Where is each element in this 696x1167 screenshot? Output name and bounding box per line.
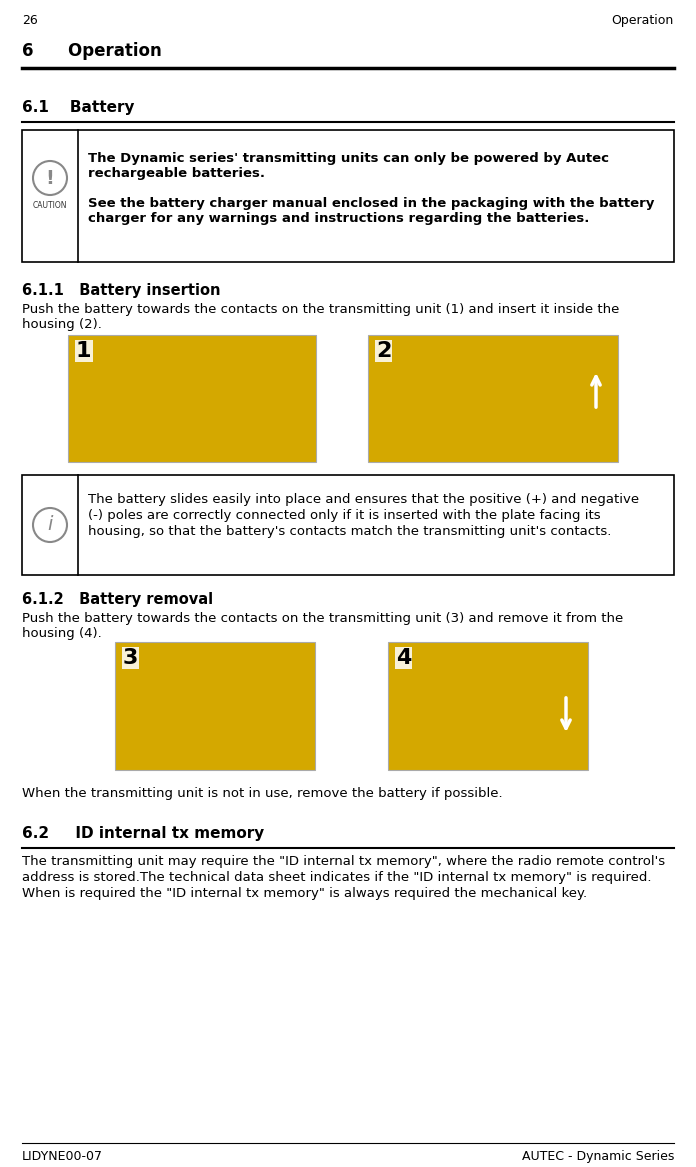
Text: See the battery charger manual enclosed in the packaging with the battery: See the battery charger manual enclosed …	[88, 197, 654, 210]
Text: Push the battery towards the contacts on the transmitting unit (3) and remove it: Push the battery towards the contacts on…	[22, 612, 623, 626]
Text: 6.1.1   Battery insertion: 6.1.1 Battery insertion	[22, 284, 221, 298]
Text: Push the battery towards the contacts on the transmitting unit (1) and insert it: Push the battery towards the contacts on…	[22, 303, 619, 316]
Text: 2: 2	[376, 341, 391, 361]
Text: 26: 26	[22, 14, 38, 27]
Bar	[22, 130, 674, 263]
Text: 4: 4	[396, 648, 411, 668]
Text: 1: 1	[76, 341, 91, 361]
Text: (-) poles are correctly connected only if it is inserted with the plate facing i: (-) poles are correctly connected only i…	[88, 509, 601, 522]
Text: housing (4).: housing (4).	[22, 627, 102, 640]
Bar	[368, 335, 618, 462]
Text: 6.1    Battery: 6.1 Battery	[22, 100, 134, 116]
Bar	[388, 642, 588, 770]
Text: 6.1.2   Battery removal: 6.1.2 Battery removal	[22, 592, 213, 607]
Text: When is required the "ID internal tx memory" is always required the mechanical k: When is required the "ID internal tx mem…	[22, 887, 587, 900]
Text: LIDYNE00-07: LIDYNE00-07	[22, 1149, 103, 1163]
Bar	[22, 475, 674, 575]
Text: address is stored.The technical data sheet indicates if the "ID internal tx memo: address is stored.The technical data she…	[22, 871, 651, 883]
Text: The Dynamic series' transmitting units can only be powered by Autec: The Dynamic series' transmitting units c…	[88, 152, 609, 165]
Text: The transmitting unit may require the "ID internal tx memory", where the radio r: The transmitting unit may require the "I…	[22, 855, 665, 868]
Text: housing, so that the battery's contacts match the transmitting unit's contacts.: housing, so that the battery's contacts …	[88, 525, 611, 538]
Text: 3: 3	[123, 648, 139, 668]
Text: The battery slides easily into place and ensures that the positive (+) and negat: The battery slides easily into place and…	[88, 492, 639, 506]
Text: housing (2).: housing (2).	[22, 317, 102, 331]
Text: Operation: Operation	[612, 14, 674, 27]
Bar	[68, 335, 316, 462]
Text: When the transmitting unit is not in use, remove the battery if possible.: When the transmitting unit is not in use…	[22, 787, 503, 801]
Text: 6.2     ID internal tx memory: 6.2 ID internal tx memory	[22, 826, 264, 841]
Text: charger for any warnings and instructions regarding the batteries.: charger for any warnings and instruction…	[88, 212, 590, 225]
Text: !: !	[45, 168, 54, 188]
Text: i: i	[47, 516, 53, 534]
Text: 6      Operation: 6 Operation	[22, 42, 161, 60]
Text: AUTEC - Dynamic Series: AUTEC - Dynamic Series	[521, 1149, 674, 1163]
Text: rechargeable batteries.: rechargeable batteries.	[88, 167, 265, 180]
Text: CAUTION: CAUTION	[33, 201, 68, 210]
Bar	[115, 642, 315, 770]
